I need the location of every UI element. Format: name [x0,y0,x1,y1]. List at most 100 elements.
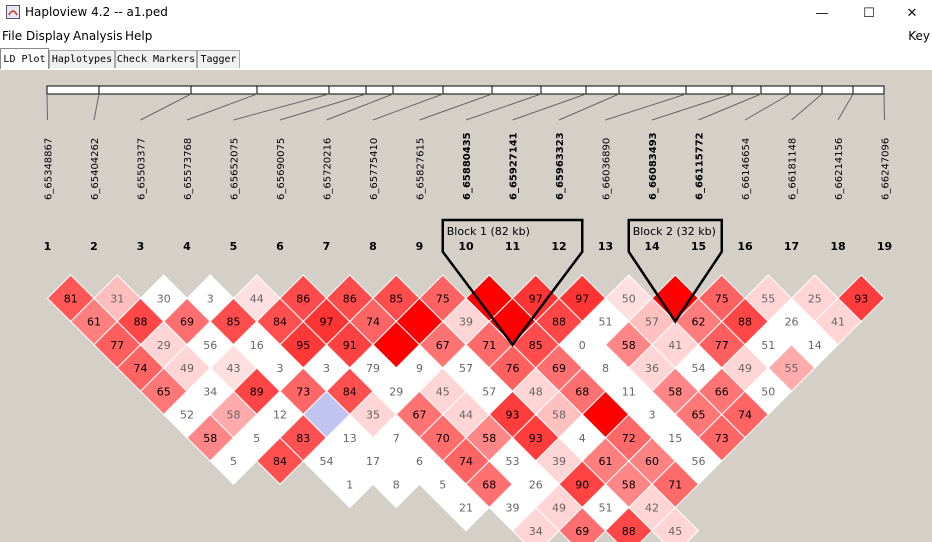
ld-value-label: 3 [649,409,656,422]
ld-value-label: 88 [738,316,752,329]
ld-value-label: 45 [668,525,682,538]
ld-value-label: 41 [831,316,845,329]
ld-cell [209,437,258,485]
ld-value-label: 34 [529,525,543,538]
marker-name-label: 6_65690075 [276,138,287,200]
close-button[interactable]: ✕ [906,5,918,21]
ld-value-label: 58 [203,432,217,445]
ld-value-label: 36 [645,362,659,375]
ld-value-label: 39 [459,316,473,329]
ld-value-label: 3 [277,362,284,375]
ld-value-label: 68 [482,478,496,491]
marker-connector-line [465,93,542,121]
tab-tagger[interactable]: Tagger [197,50,240,68]
ld-value-label: 30 [157,292,171,305]
ld-value-label: 16 [250,339,264,352]
marker-connector-line [558,93,620,121]
ld-value-label: 55 [785,362,799,375]
ld-cell [651,506,700,542]
tab-haplotypes[interactable]: Haplotypes [49,50,115,68]
minimize-button[interactable]: — [815,5,829,21]
tab-ld-plot[interactable]: LD Plot [0,48,49,69]
ld-value-label: 31 [110,292,124,305]
ld-value-label: 74 [738,409,752,422]
ld-value-label: 91 [343,339,357,352]
marker-connector-line [744,93,791,121]
ld-plot-canvas[interactable]: 6_65348867 6_65404262 6_65503377 6_65573768… [0,70,932,542]
menu-help[interactable]: Help [125,29,153,43]
marker-connector-line [140,93,192,121]
ld-value-label: 53 [506,455,520,468]
ld-value-label: 69 [180,316,194,329]
menu-display[interactable]: Display [26,29,71,43]
marker-number-label: 9 [416,240,424,253]
ld-value-label: 52 [180,409,194,422]
ld-value-label: 77 [110,339,124,352]
marker-name-label: 6_65404262 [90,138,101,200]
ld-value-label: 6 [416,455,423,468]
ld-value-label: 79 [366,362,380,375]
ld-value-label: 29 [157,339,171,352]
ld-value-label: 69 [552,362,566,375]
tab-strip: LD Plot Haplotypes Check Markers Tagger [0,46,932,70]
ld-value-label: 72 [622,432,636,445]
ld-value-label: 93 [854,292,868,305]
ld-value-label: 88 [134,316,148,329]
ld-value-label: 65 [692,409,706,422]
ld-value-label: 43 [227,362,241,375]
ld-value-label: 13 [343,432,357,445]
ld-cell [325,460,374,509]
marker-name-label: 6_65963323 [555,132,566,200]
marker-number-label: 4 [183,240,191,253]
marker-number-label: 7 [323,240,331,253]
marker-connector-line [46,93,48,121]
ld-value-label: 86 [296,292,310,305]
ld-value-label: 97 [320,316,334,329]
ld-value-label: 95 [296,339,310,352]
ld-value-label: 44 [250,292,264,305]
ld-cell [511,506,560,542]
menu-key[interactable]: Key [908,29,930,43]
ld-value-label: 39 [506,502,520,515]
ld-cell [604,506,653,542]
marker-name-label: 6_66214156 [834,138,845,200]
ld-value-label: 70 [436,432,450,445]
marker-number-label: 8 [369,240,377,253]
marker-connector-line [326,93,394,121]
ld-value-label: 57 [645,316,659,329]
ld-value-label: 74 [459,455,473,468]
ld-value-label: 48 [529,385,543,398]
marker-name-label: 6_65827615 [416,138,427,200]
ld-value-label: 49 [738,362,752,375]
ld-value-label: 5 [253,432,260,445]
ld-value-label: 65 [157,385,171,398]
ld-value-label: 83 [296,432,310,445]
ld-plot-panel[interactable]: 6_65348867 6_65404262 6_65503377 6_65573768… [0,70,932,542]
ld-value-label: 77 [715,339,729,352]
ld-value-label: 84 [343,385,357,398]
ld-cell [372,460,421,509]
ld-value-label: 58 [668,385,682,398]
ld-value-label: 57 [482,385,496,398]
ld-value-label: 56 [203,339,217,352]
marker-number-label: 17 [784,240,799,253]
ld-value-label: 74 [134,362,148,375]
ld-value-label: 56 [692,455,706,468]
menu-file[interactable]: File [2,29,23,43]
ld-value-label: 68 [575,385,589,398]
ld-value-label: 9 [416,362,423,375]
ld-value-label: 58 [482,432,496,445]
ld-value-label: 97 [529,292,543,305]
tab-check-markers[interactable]: Check Markers [115,50,197,68]
marker-number-label: 11 [505,240,520,253]
maximize-button[interactable]: ☐ [863,5,875,21]
ld-value-label: 11 [622,385,636,398]
ld-value-label: 73 [715,432,729,445]
marker-name-label: 6_66115772 [695,132,706,200]
ld-value-label: 93 [529,432,543,445]
menu-bar: File Display Analysis Help Key [0,26,932,46]
ld-value-label: 84 [273,455,287,468]
marker-connector-line [419,93,493,121]
menu-analysis[interactable]: Analysis [73,29,123,43]
marker-number-label: 16 [737,240,753,253]
